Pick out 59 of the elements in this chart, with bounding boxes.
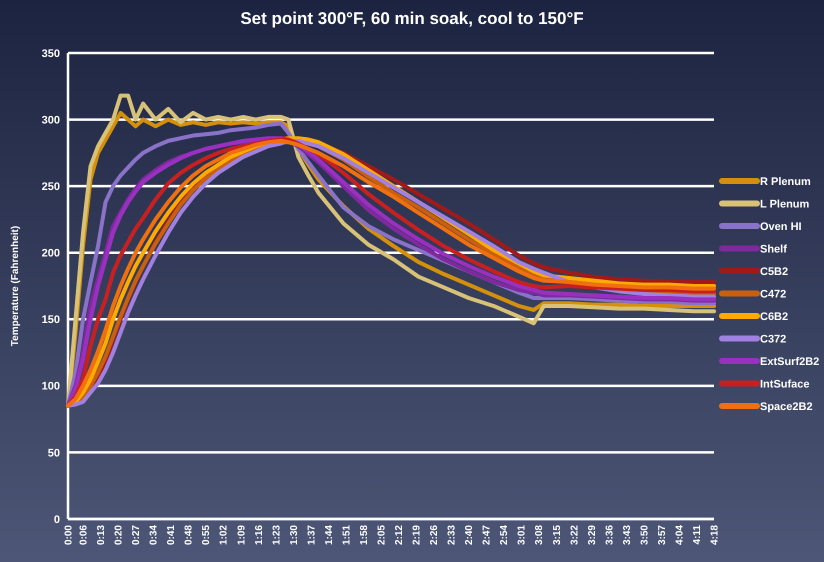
legend-label: L Plenum [760, 198, 810, 210]
y-tick-label: 200 [42, 248, 60, 260]
x-tick-label: 1:16 [254, 524, 265, 546]
x-tick-label: 1:23 [271, 524, 282, 546]
y-tick-label: 100 [42, 380, 60, 393]
x-tick-label: 3:29 [586, 524, 598, 546]
legend-label: ExtSurf2B2 [760, 356, 820, 368]
x-tick-label: 1:51 [341, 524, 352, 546]
x-tick-label: 3:57 [656, 524, 668, 546]
y-axis-title: Temperature (Fahrenheit) [10, 226, 21, 346]
legend-label: C372 [760, 333, 786, 346]
x-tick-label: 3:15 [552, 524, 563, 546]
x-tick-label: 2:19 [412, 524, 423, 546]
x-tick-label: 3:50 [639, 524, 650, 546]
y-tick-label: 0 [54, 514, 60, 526]
x-tick-label: 0:27 [131, 524, 142, 546]
x-tick-label: 3:08 [534, 524, 546, 546]
x-tick-label: 4:04 [674, 524, 686, 546]
x-tick-label: 1:37 [306, 524, 318, 546]
x-tick-label: 2:33 [446, 524, 458, 546]
x-tick-label: 0:34 [148, 524, 160, 546]
x-tick-label: 2:26 [429, 524, 440, 546]
x-tick-label: 4:11 [692, 524, 703, 544]
x-tick-label: 3:01 [516, 524, 528, 546]
x-tick-label: 0:48 [184, 524, 195, 546]
legend-label: Space2B2 [760, 400, 813, 413]
x-tick-label: 1:44 [324, 524, 335, 546]
legend-label: R Plenum [760, 176, 811, 188]
x-tick-label: 0:06 [78, 524, 90, 546]
x-tick-label: 2:54 [499, 524, 510, 546]
x-tick-label: 3:36 [604, 524, 616, 546]
y-tick-label: 350 [42, 48, 60, 60]
x-tick-label: 2:05 [376, 524, 388, 546]
legend-label: C5B2 [760, 266, 788, 278]
legend-label: Oven HI [760, 220, 802, 233]
legend-label: C6B2 [760, 310, 788, 323]
legend-label: IntSuface [760, 378, 810, 390]
x-tick-label: 2:47 [482, 524, 493, 546]
x-tick-label: 0:13 [96, 524, 108, 546]
y-tick-label: 150 [42, 314, 60, 326]
y-tick-label: 250 [42, 180, 60, 193]
legend-label: Shelf [760, 243, 788, 256]
y-tick-label: 50 [48, 447, 60, 460]
x-tick-label: 1:30 [288, 524, 300, 546]
chart-title: Set point 300°F, 60 min soak, cool to 150°F [240, 9, 584, 28]
x-tick-label: 1:58 [358, 524, 370, 546]
x-tick-label: 0:20 [114, 524, 125, 546]
y-tick-label: 300 [42, 114, 60, 126]
x-tick-label: 4:18 [710, 524, 720, 546]
x-tick-label: 2:40 [464, 524, 476, 546]
x-tick-label: 3:22 [569, 524, 580, 546]
x-tick-label: 0:41 [166, 524, 178, 546]
x-tick-label: 0:55 [201, 524, 212, 546]
x-tick-label: 3:43 [622, 524, 633, 546]
x-tick-label: 1:09 [236, 524, 248, 546]
legend-label: C472 [760, 288, 786, 300]
x-tick-label: 2:12 [394, 524, 406, 546]
x-tick-label: 1:02 [218, 524, 230, 546]
x-tick-label: 0:00 [64, 524, 74, 546]
